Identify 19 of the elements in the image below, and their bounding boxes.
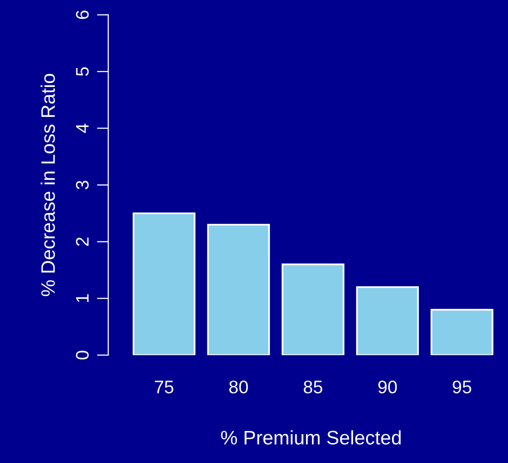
x-tick-label: 95 — [452, 380, 472, 394]
bar — [282, 264, 344, 356]
bar — [207, 224, 270, 356]
y-tick-label: 3 — [76, 180, 89, 190]
y-axis-title: % Decrease in Loss Ratio — [40, 74, 55, 296]
x-tick-label: 85 — [304, 380, 322, 394]
bar — [356, 286, 419, 356]
bar — [430, 308, 494, 356]
x-tick-label: 90 — [378, 380, 397, 394]
x-tick-label: 80 — [229, 380, 248, 394]
bar — [132, 212, 196, 356]
y-tick-label: 5 — [76, 67, 89, 76]
x-tick-label: 75 — [154, 380, 174, 394]
y-tick-label: 1 — [76, 294, 89, 302]
y-tick-label: 4 — [76, 124, 89, 133]
y-tick-label: 2 — [76, 238, 89, 246]
y-tick-label: 6 — [76, 10, 89, 19]
x-axis-title: % Premium Selected — [221, 430, 401, 445]
y-tick-label: 0 — [76, 350, 89, 360]
